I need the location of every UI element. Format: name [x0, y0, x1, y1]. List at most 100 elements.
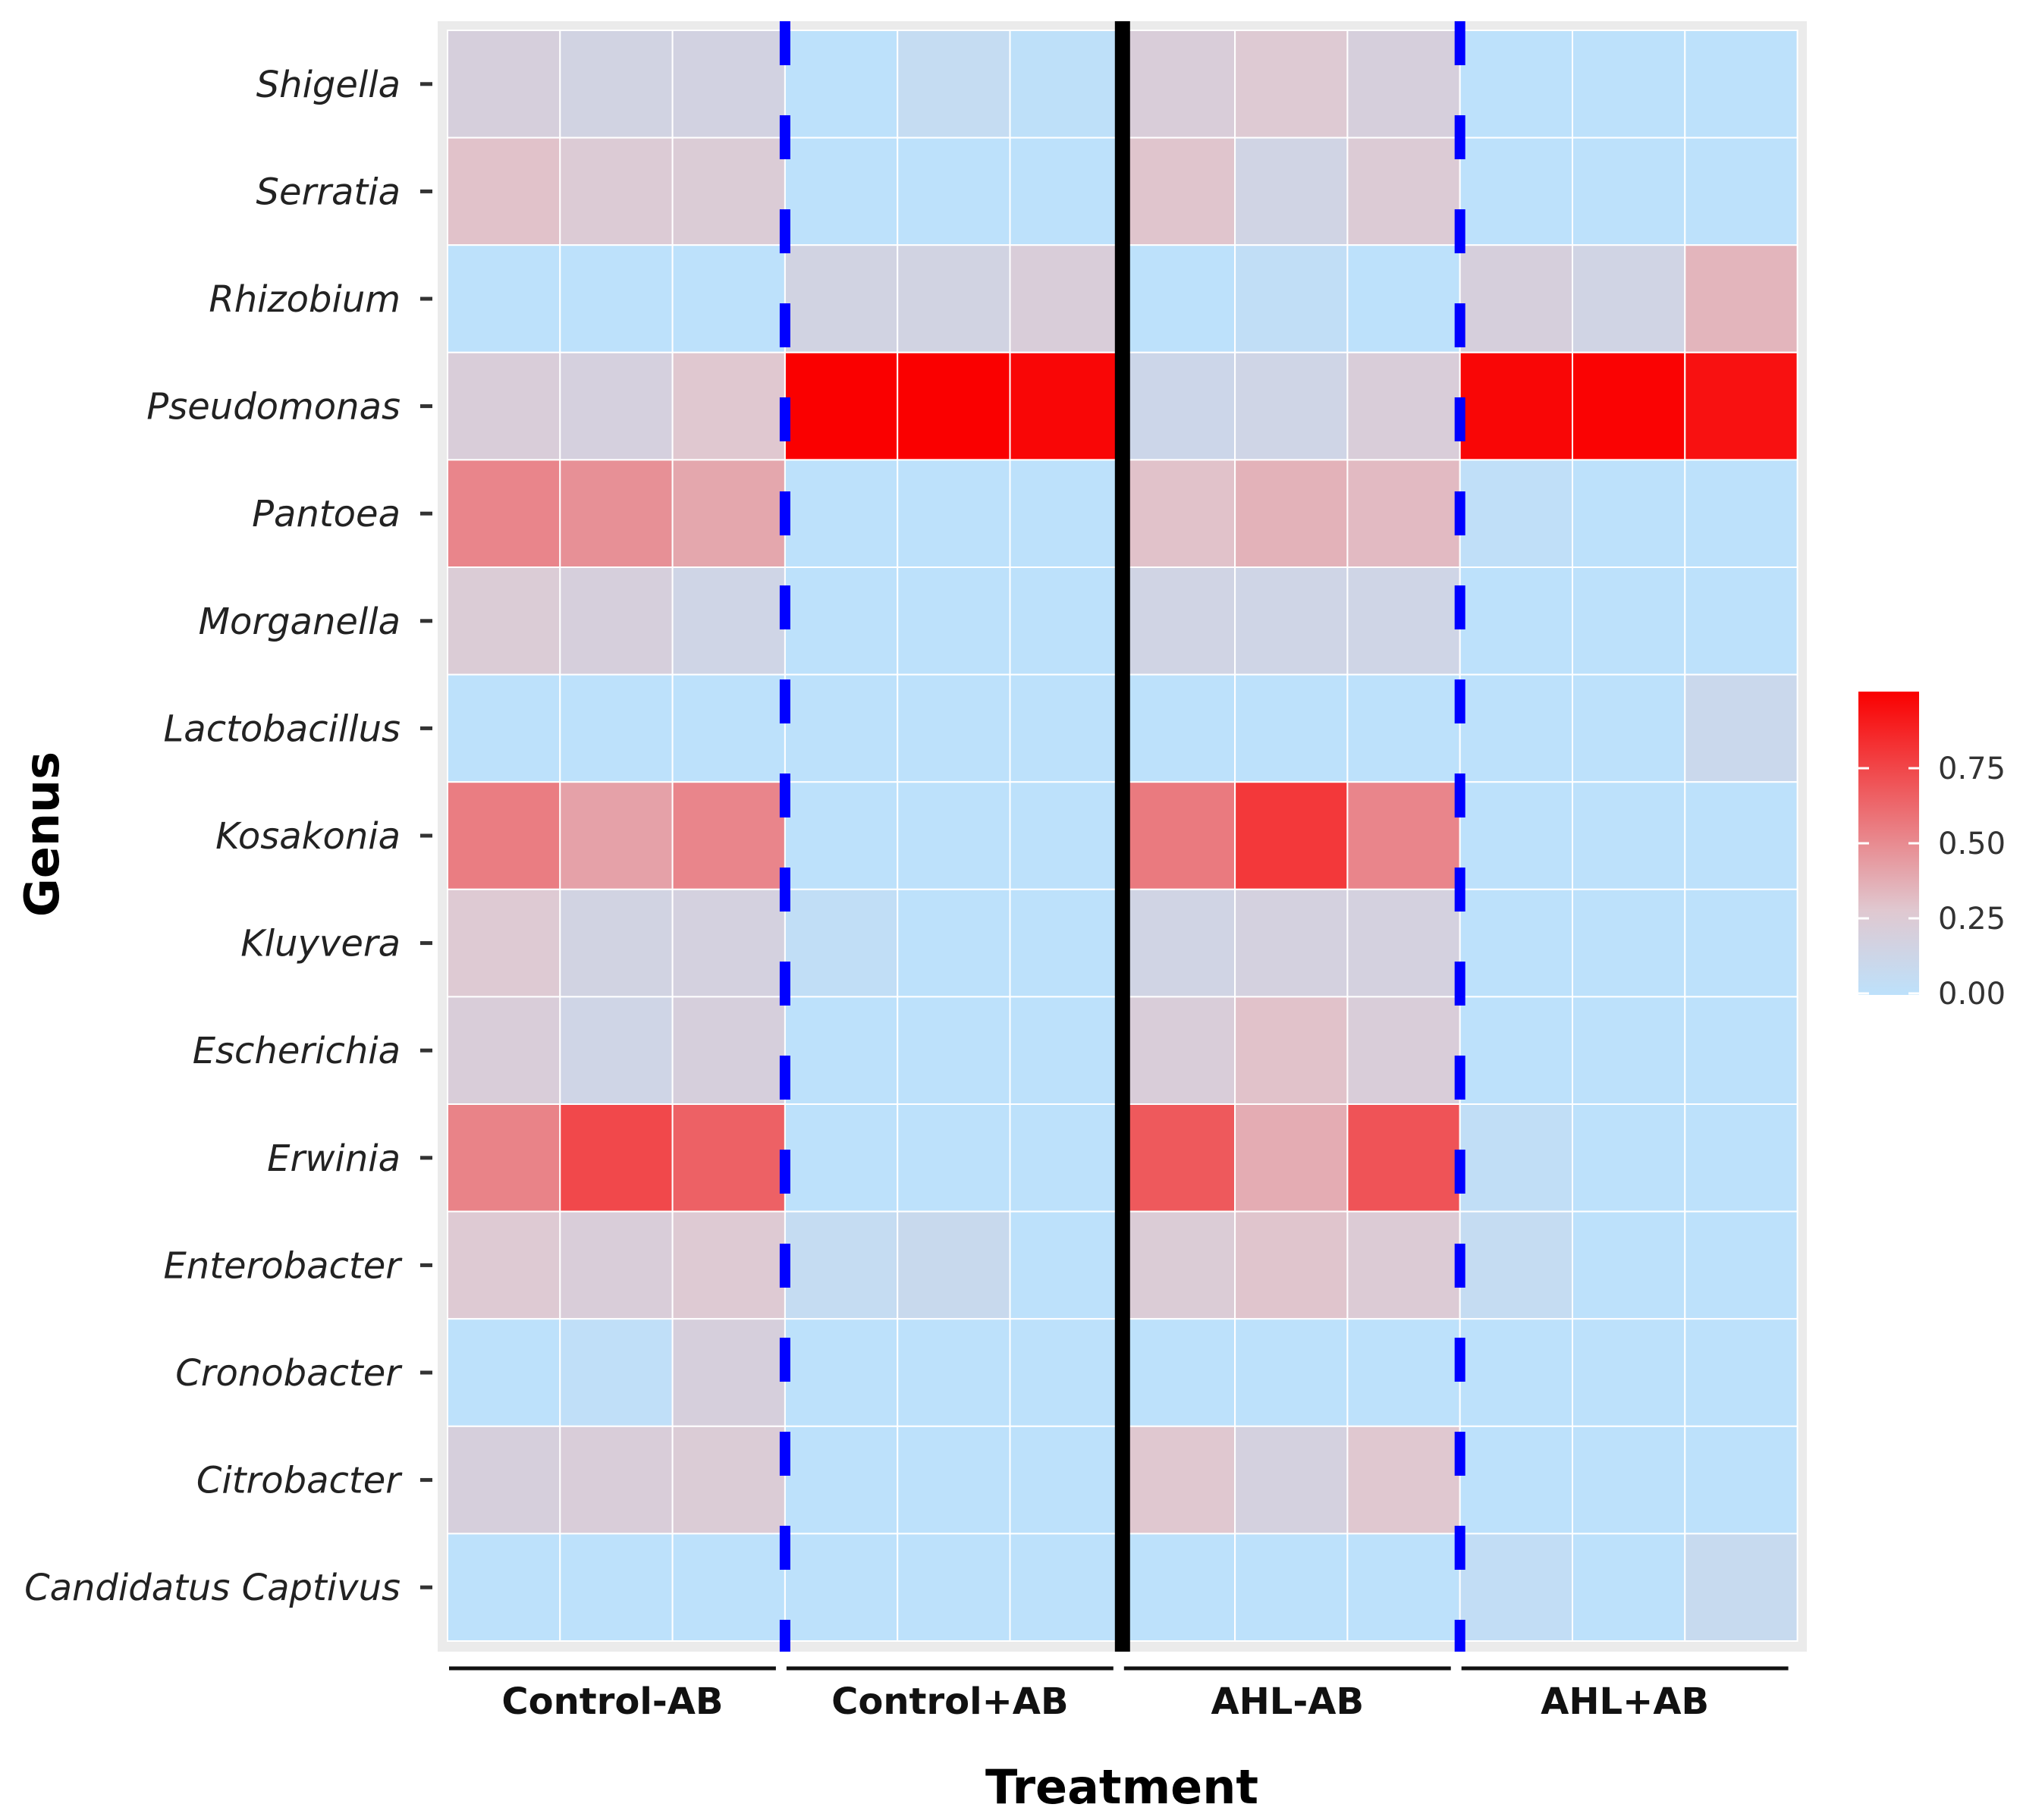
colorbar: 0.00 0.25 0.50 0.75: [1858, 692, 2006, 1012]
heatmap-cell: [784, 351, 899, 461]
heatmap-cell: [447, 1425, 561, 1535]
heatmap-cell: [559, 888, 674, 998]
heatmap-cell: [1572, 1318, 1686, 1427]
y-axis-title: Genus: [14, 752, 70, 917]
heatmap-cell: [1684, 673, 1798, 783]
heatmap-cell: [1459, 673, 1573, 783]
heatmap-cell: [1009, 30, 1123, 139]
heatmap-cell: [1684, 1210, 1798, 1320]
heatmap-cell: [559, 136, 674, 246]
heatmap-cell: [1121, 566, 1236, 676]
y-tick-label: Kosakonia: [215, 815, 401, 858]
heatmap-cell: [559, 1533, 674, 1643]
heatmap-cell: [447, 1533, 561, 1643]
heatmap-cell: [1572, 1533, 1686, 1643]
heatmap-cell: [1572, 1210, 1686, 1320]
heatmap-cell: [1459, 30, 1573, 139]
heatmap-cell: [897, 136, 1011, 246]
heatmap-cell: [1459, 1533, 1573, 1643]
heatmap-cell: [671, 996, 786, 1106]
colorbar-tick-label: 0.00: [1938, 977, 2006, 1012]
heatmap-cell: [1346, 566, 1461, 676]
heatmap-cell: [1684, 1425, 1798, 1535]
heatmap-cell: [784, 30, 899, 139]
heatmap-cell: [559, 30, 674, 139]
heatmap-cell: [1459, 1425, 1573, 1535]
heatmap-cell: [1572, 673, 1686, 783]
heatmap-cell: [1346, 1210, 1461, 1320]
heatmap-cell: [1234, 673, 1349, 783]
y-tick-label: Serratia: [256, 171, 401, 213]
heatmap-cell: [784, 1318, 899, 1427]
heatmap-cell: [671, 1533, 786, 1643]
heatmap-cell: [1684, 566, 1798, 676]
heatmap-cell: [1009, 1318, 1123, 1427]
heatmap-cell: [1121, 1210, 1236, 1320]
heatmap-cell: [1121, 1425, 1236, 1535]
heatmap-cell: [1121, 996, 1236, 1106]
heatmap-cell: [671, 1318, 786, 1427]
heatmap-cell: [1234, 1425, 1349, 1535]
heatmap-cell: [897, 673, 1011, 783]
heatmap-cell: [447, 781, 561, 890]
heatmap-cell: [1459, 351, 1573, 461]
heatmap-cell: [1459, 1210, 1573, 1320]
heatmap-cell: [1346, 351, 1461, 461]
heatmap-cell: [1234, 244, 1349, 353]
heatmap-cell: [1572, 566, 1686, 676]
heatmap-cell: [1009, 673, 1123, 783]
heatmap-cell: [1346, 996, 1461, 1106]
heatmap-cell: [1346, 1318, 1461, 1427]
heatmap-cell: [1234, 781, 1349, 890]
heatmap-cell: [1684, 781, 1798, 890]
heatmap-cell: [1346, 459, 1461, 569]
y-tick-label: Rhizobium: [209, 278, 401, 321]
heatmap-cell: [1459, 888, 1573, 998]
heatmap-cell: [1121, 351, 1236, 461]
heatmap-cell: [1572, 30, 1686, 139]
heatmap-cell: [559, 1425, 674, 1535]
heatmap-cell: [1346, 1103, 1461, 1213]
heatmap-cell: [897, 244, 1011, 353]
group-label: Control+AB: [831, 1680, 1068, 1723]
heatmap-cell: [1459, 244, 1573, 353]
heatmap-cell: [671, 1103, 786, 1213]
heatmap-cell: [559, 244, 674, 353]
heatmap-cell: [671, 781, 786, 890]
heatmap-cell: [671, 1425, 786, 1535]
heatmap-cell: [1684, 1533, 1798, 1643]
colorbar-tick-label: 0.75: [1938, 752, 2006, 786]
heatmap-cell: [897, 30, 1011, 139]
x-axis-groups: Control-AB Control+AB AHL-AB AHL+AB: [449, 1666, 1789, 1723]
heatmap-cell: [447, 1210, 561, 1320]
heatmap-cell: [1346, 888, 1461, 998]
heatmap-cell: [559, 459, 674, 569]
heatmap-cell: [1009, 459, 1123, 569]
heatmap-cell: [1684, 888, 1798, 998]
heatmap-cell: [1009, 888, 1123, 998]
heatmap-cell: [1009, 1103, 1123, 1213]
heatmap-cell: [784, 244, 899, 353]
heatmap-cell: [559, 566, 674, 676]
heatmap-cell: [1684, 996, 1798, 1106]
heatmap-cell: [1572, 136, 1686, 246]
heatmap-cell: [1346, 30, 1461, 139]
heatmap-cell: [671, 673, 786, 783]
y-tick-label: Erwinia: [267, 1138, 401, 1180]
heatmap-cell: [1121, 30, 1236, 139]
heatmap-cell: [1234, 888, 1349, 998]
y-tick-label: Candidatus Captivus: [24, 1567, 401, 1609]
group-label: Control-AB: [501, 1680, 723, 1723]
heatmap-cell: [1121, 781, 1236, 890]
heatmap-cell: [897, 1318, 1011, 1427]
heatmap-cell: [784, 1533, 899, 1643]
heatmap-cell: [1684, 136, 1798, 246]
heatmap-cell: [1234, 136, 1349, 246]
heatmap-cell: [1572, 244, 1686, 353]
heatmap-cell: [1009, 136, 1123, 246]
heatmap-cell: [897, 1103, 1011, 1213]
y-axis: Shigella Serratia Rhizobium Pseudomonas Pant…: [24, 64, 432, 1609]
heatmap-cell: [559, 1210, 674, 1320]
heatmap-cell: [784, 996, 899, 1106]
heatmap-cell: [1234, 1210, 1349, 1320]
